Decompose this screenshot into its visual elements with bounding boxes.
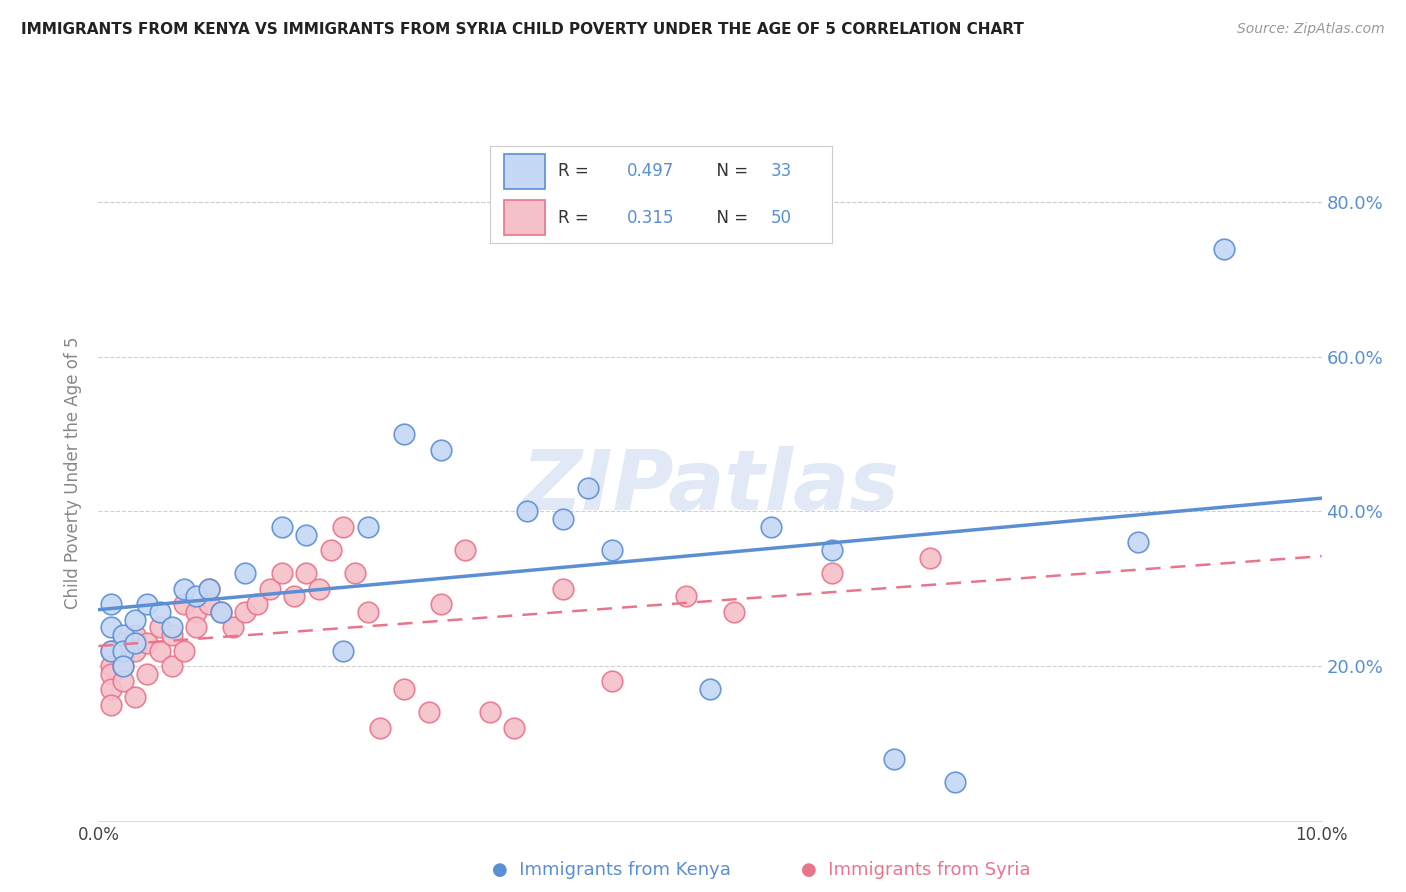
Text: 33: 33 <box>770 162 792 180</box>
Point <box>209 605 232 619</box>
Point <box>1128 535 1150 549</box>
Point <box>111 674 134 689</box>
Point <box>173 643 195 657</box>
Point <box>111 659 134 673</box>
Point <box>124 643 146 657</box>
Point <box>675 590 697 604</box>
Point <box>368 721 391 735</box>
Point <box>392 427 416 442</box>
Point <box>356 605 378 619</box>
Point <box>100 682 122 697</box>
Point <box>111 636 134 650</box>
FancyBboxPatch shape <box>503 201 544 235</box>
Point <box>943 775 966 789</box>
Point <box>124 628 146 642</box>
Point <box>100 597 122 611</box>
Point <box>136 597 159 611</box>
Point <box>821 543 844 558</box>
Point <box>576 481 599 495</box>
Point <box>149 620 172 634</box>
Point <box>209 605 232 619</box>
Point <box>100 659 122 673</box>
Point <box>600 543 623 558</box>
Point <box>332 520 354 534</box>
Point <box>124 613 146 627</box>
Point <box>600 674 623 689</box>
Point <box>295 527 318 541</box>
Point <box>356 520 378 534</box>
Point <box>197 582 219 596</box>
Point <box>186 590 208 604</box>
Point <box>283 590 305 604</box>
Point <box>111 628 134 642</box>
Y-axis label: Child Poverty Under the Age of 5: Child Poverty Under the Age of 5 <box>65 336 83 609</box>
Point <box>553 512 575 526</box>
Point <box>308 582 330 596</box>
Point <box>100 643 122 657</box>
Point <box>478 706 501 720</box>
Point <box>111 643 134 657</box>
Point <box>270 520 292 534</box>
Point <box>295 566 318 581</box>
Point <box>454 543 477 558</box>
Point <box>100 643 122 657</box>
Text: R =: R = <box>558 209 595 227</box>
Point <box>723 605 745 619</box>
Point <box>160 659 183 673</box>
Text: Source: ZipAtlas.com: Source: ZipAtlas.com <box>1237 22 1385 37</box>
Point <box>319 543 342 558</box>
Point <box>344 566 367 581</box>
Point <box>233 566 256 581</box>
FancyBboxPatch shape <box>503 153 544 188</box>
Point <box>111 651 134 665</box>
Point <box>149 643 172 657</box>
Point <box>100 620 122 634</box>
Point <box>759 520 782 534</box>
Point <box>186 620 208 634</box>
Point <box>160 628 183 642</box>
Text: 0.315: 0.315 <box>627 209 675 227</box>
Point <box>100 698 122 712</box>
Point <box>332 643 354 657</box>
Point <box>699 682 721 697</box>
Point <box>259 582 281 596</box>
Point <box>173 597 195 611</box>
Text: 50: 50 <box>770 209 792 227</box>
Point <box>821 566 844 581</box>
Point <box>233 605 256 619</box>
Text: R =: R = <box>558 162 595 180</box>
Text: 0.497: 0.497 <box>627 162 673 180</box>
Point <box>124 636 146 650</box>
Text: ●  Immigrants from Syria: ● Immigrants from Syria <box>801 861 1031 879</box>
Point <box>553 582 575 596</box>
Point <box>136 636 159 650</box>
Point <box>111 659 134 673</box>
Text: N =: N = <box>706 162 754 180</box>
Text: IMMIGRANTS FROM KENYA VS IMMIGRANTS FROM SYRIA CHILD POVERTY UNDER THE AGE OF 5 : IMMIGRANTS FROM KENYA VS IMMIGRANTS FROM… <box>21 22 1024 37</box>
Point <box>430 442 453 457</box>
Text: ●  Immigrants from Kenya: ● Immigrants from Kenya <box>492 861 731 879</box>
Point <box>173 582 195 596</box>
Point <box>430 597 453 611</box>
Point <box>160 620 183 634</box>
Point <box>186 605 208 619</box>
Point <box>197 582 219 596</box>
Point <box>124 690 146 704</box>
Point <box>100 666 122 681</box>
Point <box>136 666 159 681</box>
Text: N =: N = <box>706 209 754 227</box>
Point <box>222 620 245 634</box>
Point <box>149 605 172 619</box>
Point <box>197 597 219 611</box>
Point <box>418 706 440 720</box>
Point <box>392 682 416 697</box>
Point <box>920 550 942 565</box>
Point <box>246 597 269 611</box>
Point <box>1212 242 1234 256</box>
Point <box>270 566 292 581</box>
Point <box>503 721 526 735</box>
Text: ZIPatlas: ZIPatlas <box>522 446 898 527</box>
Point <box>883 752 905 766</box>
Point <box>516 504 538 518</box>
